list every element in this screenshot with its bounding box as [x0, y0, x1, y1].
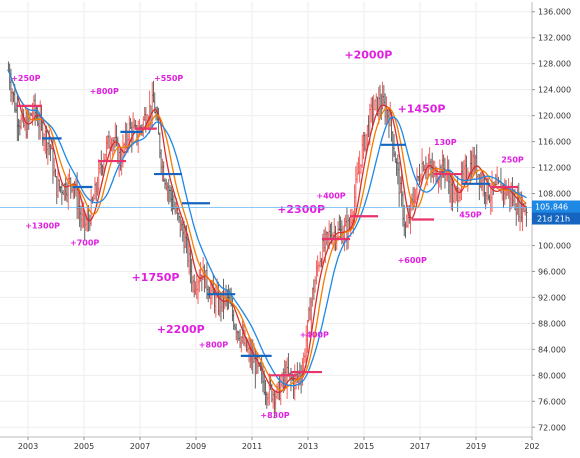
countdown-box [532, 212, 580, 225]
annotation-label: +800P [90, 87, 119, 96]
y-tick-label: 116.000 [538, 138, 571, 147]
annotation-label: 250P [501, 155, 524, 164]
y-tick-label: 72.000 [538, 423, 566, 432]
x-tick-label: 2007 [130, 442, 150, 451]
y-tick-label: 128.000 [538, 60, 571, 69]
x-tick-label: 2003 [18, 442, 38, 451]
annotation-label: +800P [199, 340, 228, 349]
y-tick-label: 132.000 [538, 34, 571, 43]
y-tick-label: 88.000 [538, 319, 566, 328]
annotation-labels: +250P +800P +550P +2000P +1450P 130P 250P +400P… [11, 48, 524, 420]
y-tick-label: 76.000 [538, 397, 566, 406]
y-tick-label: 80.000 [538, 371, 566, 380]
annotation-label: +1750P [132, 271, 180, 284]
annotation-label: +400P [300, 331, 329, 340]
x-tick-label: 2017 [410, 442, 430, 451]
y-tick-label: 96.000 [538, 267, 566, 276]
annotation-label: +830P [260, 411, 289, 420]
x-tick-label: 2005 [74, 442, 94, 451]
annotation-label: +2300P [277, 203, 325, 216]
y-tick-label: 100.000 [538, 241, 571, 250]
annotation-label: +400P [316, 192, 345, 201]
y-tick-label: 84.000 [538, 345, 566, 354]
x-tick-label: 202 [524, 442, 539, 451]
annotation-label: +1300P [25, 222, 60, 231]
level-lines [16, 104, 518, 377]
y-tick-label: 92.000 [538, 293, 566, 302]
annotation-label: +700P [70, 238, 99, 247]
x-tick-label: 2019 [466, 442, 486, 451]
x-tick-label: 2011 [242, 442, 262, 451]
annotation-label: +1450P [398, 102, 446, 115]
annotation-label: 130P [434, 138, 457, 147]
x-tick-label: 2009 [186, 442, 206, 451]
countdown-label: 21d 21h [537, 215, 570, 224]
y-tick-label: 120.000 [538, 112, 571, 121]
y-tick-label: 136.000 [538, 8, 571, 17]
x-tick-label: 2013 [298, 442, 318, 451]
annotation-label: +250P [11, 74, 40, 83]
ma-short-line [7, 69, 527, 394]
annotation-label: +2200P [157, 323, 205, 336]
ma-long-line [7, 69, 527, 387]
annotation-label: +600P [398, 256, 427, 265]
current-price-label: 105.846 [535, 203, 568, 212]
x-tick-label: 2015 [354, 442, 374, 451]
ma-mid-line [7, 69, 527, 392]
x-axis[interactable]: 2003 2005 2007 2009 2011 2013 2015 2017 2019 202 [0, 436, 540, 451]
y-tick-label: 124.000 [538, 86, 571, 95]
y-tick-label: 108.000 [538, 190, 571, 199]
moving-averages [7, 69, 527, 394]
annotation-label: +550P [154, 74, 183, 83]
annotation-label: +2000P [344, 48, 392, 61]
annotation-label: 450P [459, 211, 482, 220]
current-price-marker: 105.846 21d 21h [0, 200, 580, 225]
y-tick-label: 112.000 [538, 164, 571, 173]
current-price-box [532, 200, 580, 213]
